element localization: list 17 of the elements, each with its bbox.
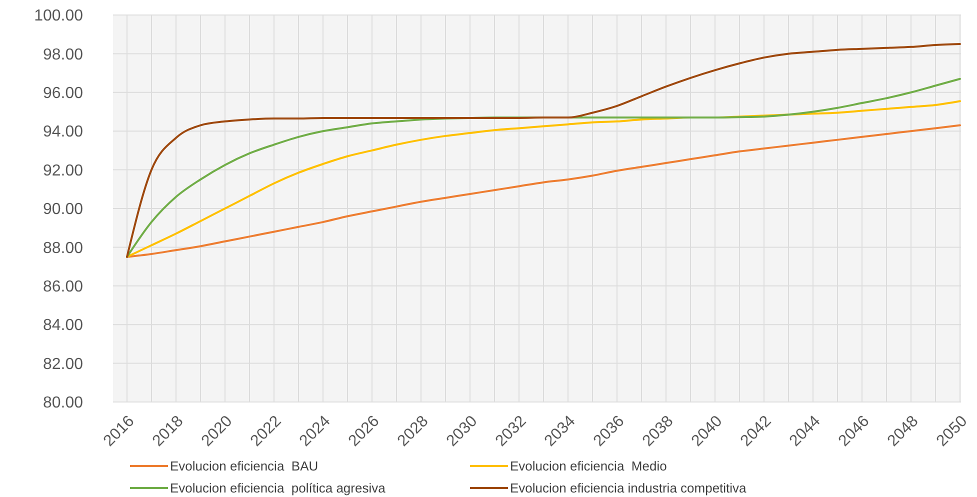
y-tick-label: 84.00 xyxy=(42,317,84,334)
line-series xyxy=(126,43,961,258)
legend-label: Evolucion eficiencia Medio xyxy=(510,458,667,474)
legend-label: Evolucion eficiencia BAU xyxy=(170,458,318,474)
legend-label: Evolucion eficiencia política agresiva xyxy=(170,480,386,496)
line-series xyxy=(126,124,961,258)
y-tick-label: 94.00 xyxy=(42,124,84,141)
y-tick-label: 100.00 xyxy=(34,8,84,25)
y-tick-label: 80.00 xyxy=(42,394,84,412)
y-tick-label: 96.00 xyxy=(42,85,84,102)
legend-label: Evolucion eficiencia industria competitiva xyxy=(510,480,748,496)
y-tick-label: 98.00 xyxy=(42,46,84,64)
y-tick-label: 88.00 xyxy=(42,240,84,257)
y-tick-label: 92.00 xyxy=(42,162,84,180)
y-tick-label: 82.00 xyxy=(42,356,84,373)
y-tick-label: 86.00 xyxy=(42,278,84,296)
y-tick-label: 90.00 xyxy=(42,201,84,218)
